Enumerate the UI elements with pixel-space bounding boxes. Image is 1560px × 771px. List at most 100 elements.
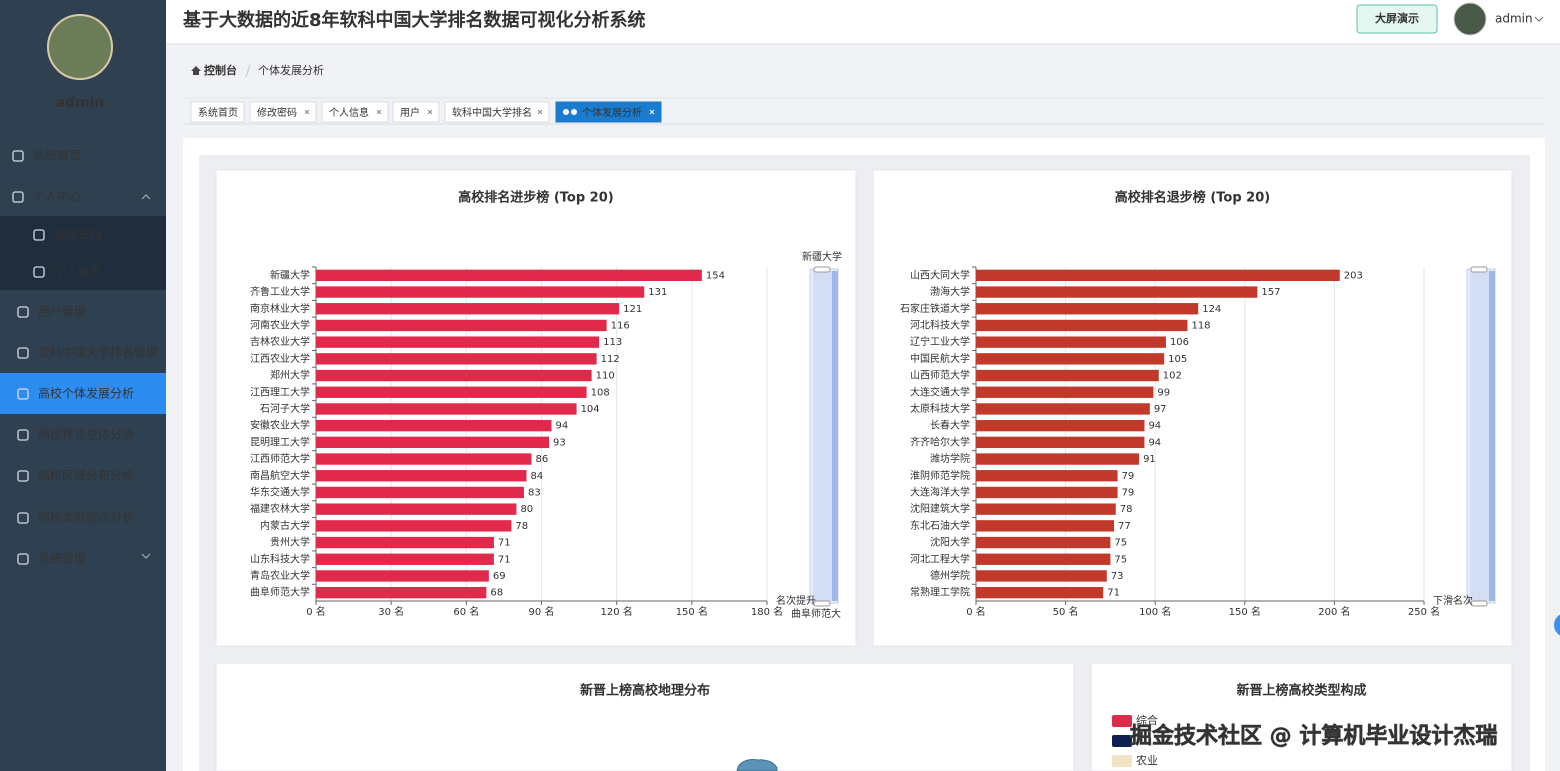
bar[interactable] [976, 369, 1159, 382]
zoom-slider-bar[interactable] [1489, 271, 1495, 601]
bar[interactable] [976, 520, 1114, 532]
menu-icon[interactable] [12, 150, 24, 162]
bar[interactable] [316, 570, 489, 582]
tab[interactable] [392, 101, 440, 123]
bar[interactable] [316, 586, 487, 599]
menu-item[interactable]: 用户管理 [38, 304, 86, 319]
bar[interactable] [316, 369, 592, 382]
menu-caret[interactable] [141, 553, 151, 559]
menu-caret[interactable] [141, 194, 151, 200]
bar[interactable] [976, 436, 1145, 449]
tab[interactable] [249, 101, 317, 123]
bar[interactable] [976, 286, 1258, 298]
tab[interactable] [190, 101, 245, 123]
zoom-slider-fill[interactable] [813, 271, 835, 601]
zoom-slider-bar[interactable] [832, 271, 838, 601]
bar[interactable] [976, 303, 1199, 315]
bar[interactable] [976, 419, 1145, 432]
bar[interactable] [976, 336, 1166, 348]
legend-label[interactable]: 农业 [1136, 753, 1158, 767]
legend-swatch[interactable] [1112, 735, 1132, 747]
bar[interactable] [976, 319, 1188, 332]
menu-item[interactable]: 高校区域分布分析 [38, 468, 134, 483]
bar[interactable] [316, 436, 550, 449]
bar[interactable] [976, 486, 1118, 499]
bar[interactable] [316, 419, 552, 432]
bar[interactable] [976, 470, 1118, 482]
bar[interactable] [316, 336, 600, 348]
menu-item[interactable]: 高校类型层次分析 [38, 510, 134, 525]
float-button[interactable] [1554, 613, 1560, 637]
big-screen-label[interactable]: 大屏演示 [1375, 11, 1419, 25]
tab[interactable] [444, 101, 550, 123]
menu-item[interactable]: 高校排名总体分析 [38, 427, 134, 442]
tab-close[interactable] [427, 109, 433, 115]
bar[interactable] [316, 553, 494, 565]
legend-swatch[interactable] [1112, 715, 1132, 727]
bar[interactable] [316, 353, 597, 365]
tab-label[interactable]: 个体发展分析 [582, 106, 642, 119]
bar[interactable] [976, 586, 1104, 599]
tab-label[interactable]: 系统首页 [198, 106, 238, 119]
tab-label[interactable]: 个人信息 [329, 106, 369, 119]
tab[interactable] [321, 101, 389, 123]
bar[interactable] [976, 386, 1154, 398]
menu-item[interactable]: 系统管理 [38, 551, 86, 566]
menu-icon[interactable] [17, 306, 29, 318]
menu-item[interactable]: 软科中国大学排名管理 [38, 345, 158, 360]
breadcrumb-item[interactable]: 控制台 [204, 63, 237, 77]
bar[interactable] [316, 470, 527, 482]
bar[interactable] [316, 319, 607, 332]
bar[interactable] [316, 520, 512, 532]
bar[interactable] [976, 553, 1111, 565]
zoom-handle[interactable] [813, 600, 831, 607]
user-caret[interactable] [1534, 16, 1544, 22]
bar[interactable] [316, 536, 494, 549]
tab-label[interactable]: 软科中国大学排名 [452, 106, 532, 119]
legend-swatch[interactable] [1112, 755, 1132, 767]
bar[interactable] [316, 403, 577, 415]
zoom-handle[interactable] [1470, 600, 1488, 607]
menu-icon[interactable] [17, 512, 29, 524]
zoom-slider-fill[interactable] [1470, 271, 1492, 601]
zoom-handle[interactable] [1470, 266, 1488, 273]
tab-label[interactable]: 修改密码 [257, 106, 297, 119]
bar[interactable] [976, 453, 1140, 465]
menu-icon[interactable] [33, 229, 45, 241]
bar[interactable] [976, 403, 1150, 415]
bar[interactable] [316, 303, 620, 315]
menu-icon[interactable] [12, 191, 24, 203]
zoom-handle[interactable] [813, 266, 831, 273]
tab-close[interactable] [376, 109, 382, 115]
bar[interactable] [976, 503, 1116, 515]
menu-icon[interactable] [17, 388, 29, 400]
tab-close[interactable] [304, 109, 310, 115]
bar[interactable] [976, 570, 1107, 582]
menu-icon[interactable] [17, 470, 29, 482]
menu-item[interactable]: 系统首页 [33, 149, 81, 163]
bar[interactable] [316, 503, 517, 515]
bar[interactable] [976, 536, 1111, 549]
user-name[interactable]: admin [1495, 12, 1533, 26]
bar[interactable] [316, 269, 702, 282]
menu-icon[interactable] [17, 553, 29, 565]
bar[interactable] [316, 486, 524, 499]
menu-icon[interactable] [17, 347, 29, 359]
bar[interactable] [976, 269, 1340, 282]
bar[interactable] [316, 386, 587, 398]
bar[interactable] [976, 353, 1165, 365]
menu-icon[interactable] [17, 429, 29, 441]
bar[interactable] [316, 286, 645, 298]
menu-item[interactable]: 高校个体发展分析 [38, 386, 134, 401]
menu-item[interactable]: 个人中心 [33, 189, 81, 204]
tab-close[interactable] [649, 109, 655, 115]
tab-close[interactable] [537, 109, 543, 115]
menu-icon[interactable] [33, 266, 45, 278]
tab-label[interactable]: 用户 [400, 106, 420, 119]
menu-item[interactable]: 个人信息 [54, 264, 102, 279]
legend-label[interactable]: 综合 [1136, 713, 1158, 727]
menu-item[interactable]: 修改密码 [54, 227, 102, 242]
user-avatar[interactable] [1453, 2, 1487, 36]
big-screen-button[interactable] [1356, 4, 1438, 34]
tab[interactable] [555, 101, 662, 123]
